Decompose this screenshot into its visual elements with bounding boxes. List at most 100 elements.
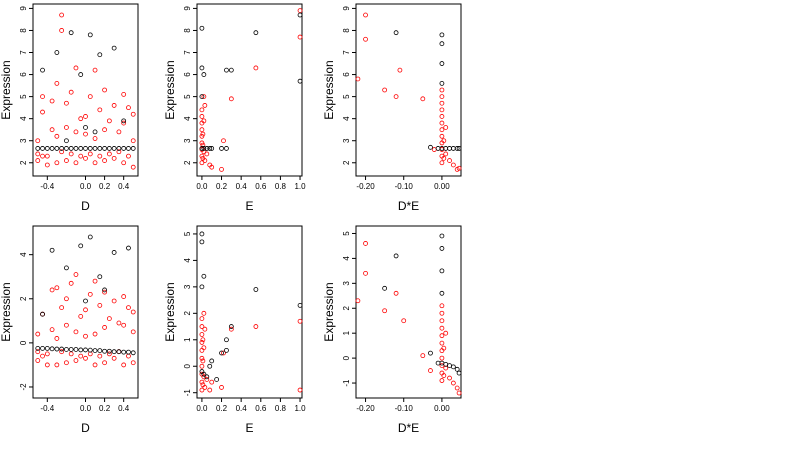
data-point bbox=[111, 250, 117, 255]
y-tick-label: 8 bbox=[19, 28, 28, 33]
data-point bbox=[59, 12, 65, 18]
data-point bbox=[126, 153, 131, 159]
y-tick-label: 9 bbox=[342, 6, 351, 11]
series-1 bbox=[382, 233, 462, 376]
scatter-panel-row1-col1: -0.4 0.0 0.2 0.4 2 3 4 5 6 7 8 9 D Expression bbox=[0, 3, 139, 213]
x-axis-title: E bbox=[245, 421, 253, 435]
data-point bbox=[228, 324, 234, 329]
data-point bbox=[97, 274, 103, 280]
data-point bbox=[199, 153, 205, 159]
data-point bbox=[355, 298, 361, 304]
data-point bbox=[68, 280, 74, 286]
data-point bbox=[209, 358, 215, 364]
x-tick-label: 0.0 bbox=[80, 182, 92, 191]
data-point bbox=[441, 345, 447, 351]
data-point bbox=[111, 298, 117, 304]
data-point bbox=[64, 265, 69, 271]
data-point bbox=[121, 160, 127, 166]
data-point bbox=[214, 377, 220, 382]
x-tick-label: 0.4 bbox=[118, 404, 130, 413]
data-point bbox=[49, 346, 55, 352]
data-point bbox=[102, 146, 107, 151]
data-point bbox=[87, 94, 93, 100]
data-point bbox=[126, 245, 131, 251]
data-point bbox=[130, 146, 136, 151]
x-tick-label: 0.8 bbox=[275, 404, 287, 413]
data-point bbox=[456, 390, 462, 396]
data-point bbox=[355, 76, 361, 82]
data-point bbox=[35, 345, 41, 351]
y-tick-label: 6 bbox=[19, 72, 28, 77]
x-tick-label: 0.2 bbox=[216, 404, 228, 413]
data-point bbox=[64, 296, 69, 302]
y-tick-label: 5 bbox=[342, 231, 351, 236]
data-point bbox=[201, 146, 207, 151]
data-point bbox=[40, 109, 45, 115]
data-point bbox=[199, 332, 205, 337]
data-point bbox=[439, 120, 445, 126]
y-axis-title: Expression bbox=[0, 60, 13, 119]
data-point bbox=[454, 366, 460, 372]
data-point bbox=[219, 166, 224, 172]
data-point bbox=[64, 146, 69, 151]
data-point bbox=[201, 371, 207, 377]
y-tick-label: 4 bbox=[342, 116, 351, 121]
data-point bbox=[106, 118, 112, 124]
data-point bbox=[253, 30, 259, 36]
data-point bbox=[297, 34, 303, 40]
data-point bbox=[199, 25, 205, 31]
data-point bbox=[199, 146, 205, 151]
data-point bbox=[202, 103, 208, 108]
series-0 bbox=[355, 12, 462, 172]
data-point bbox=[116, 146, 122, 151]
data-point bbox=[199, 94, 205, 100]
data-point bbox=[435, 360, 441, 366]
data-point bbox=[68, 30, 74, 36]
data-point bbox=[121, 146, 127, 151]
data-point bbox=[199, 239, 205, 245]
data-point bbox=[450, 146, 456, 151]
x-tick-label: 0.00 bbox=[434, 404, 450, 413]
series-0 bbox=[35, 12, 136, 170]
data-point bbox=[64, 100, 69, 106]
data-point bbox=[447, 158, 452, 163]
x-tick-label: 0.6 bbox=[255, 404, 267, 413]
data-point bbox=[456, 370, 462, 376]
x-tick-label: -0.4 bbox=[40, 404, 54, 413]
x-tick-label: 0.0 bbox=[196, 182, 208, 191]
data-point bbox=[97, 353, 103, 359]
data-point bbox=[199, 140, 205, 146]
data-point bbox=[83, 114, 88, 119]
data-point bbox=[297, 8, 303, 14]
data-point bbox=[54, 133, 60, 139]
data-point bbox=[83, 125, 88, 130]
data-point bbox=[439, 94, 445, 100]
data-point bbox=[454, 146, 460, 151]
data-point bbox=[83, 347, 88, 353]
data-point bbox=[199, 363, 205, 369]
data-point bbox=[106, 146, 112, 151]
data-point bbox=[73, 65, 79, 71]
data-point bbox=[35, 349, 41, 355]
y-axis-title: Expression bbox=[0, 282, 13, 341]
y-tick-label: 8 bbox=[342, 28, 351, 33]
data-point bbox=[420, 96, 426, 102]
data-point bbox=[87, 347, 93, 353]
data-point bbox=[297, 78, 303, 84]
data-point bbox=[397, 67, 403, 73]
data-point bbox=[209, 164, 215, 170]
y-tick-label: 2 bbox=[342, 305, 351, 310]
data-point bbox=[87, 291, 93, 297]
data-point bbox=[97, 107, 103, 113]
data-point bbox=[431, 147, 437, 152]
x-tick-label: -0.20 bbox=[356, 404, 375, 413]
y-tick-label: 3 bbox=[19, 138, 28, 143]
data-point bbox=[68, 146, 74, 151]
y-axis-title: Expression bbox=[322, 60, 336, 119]
data-point bbox=[59, 149, 65, 155]
data-point bbox=[219, 146, 224, 151]
data-point bbox=[199, 379, 205, 385]
data-point bbox=[102, 289, 107, 295]
data-point bbox=[441, 138, 447, 144]
